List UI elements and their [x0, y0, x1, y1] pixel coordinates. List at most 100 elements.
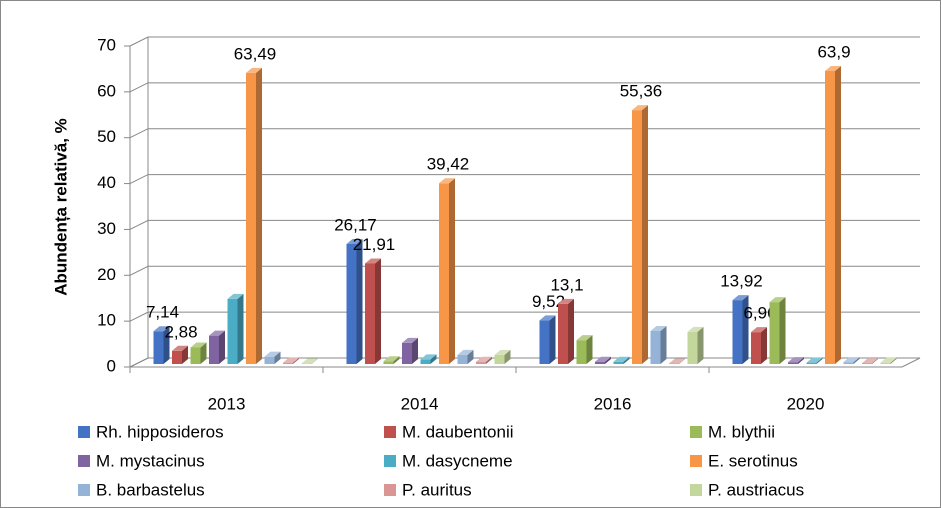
- bar-face: [283, 362, 293, 364]
- y-tick-label: 70: [97, 35, 116, 54]
- bar-face: [843, 357, 860, 363]
- bar-face: [476, 356, 492, 362]
- bar-face: [732, 300, 743, 364]
- bar: [788, 357, 804, 364]
- bar-face: [632, 110, 642, 364]
- bar-face: [843, 362, 854, 364]
- legend-label: P. auritus: [402, 480, 472, 499]
- bar-face: [549, 315, 556, 364]
- bar-face: [439, 183, 449, 364]
- bar-face: [751, 327, 767, 333]
- y-axis-title: Abundența relativă, %: [51, 118, 70, 296]
- bar-face: [153, 331, 164, 364]
- grid-line: [129, 219, 920, 230]
- bar: [595, 356, 611, 364]
- bar-face: [605, 356, 611, 364]
- bar-face: [356, 238, 363, 364]
- bar: [880, 357, 897, 364]
- data-label: 39,42: [427, 155, 470, 174]
- bar-face: [283, 357, 299, 363]
- bar-face: [383, 361, 394, 364]
- bar-face: [476, 361, 486, 364]
- bar: [732, 295, 749, 364]
- legend-label: M. blythii: [708, 422, 775, 441]
- bar: [539, 315, 556, 364]
- grid-line: [129, 82, 920, 93]
- grid-line: [129, 36, 920, 47]
- bar-face: [256, 67, 262, 364]
- legend-swatch: [690, 455, 702, 467]
- grid-line: [129, 174, 920, 185]
- bar-face: [595, 356, 611, 362]
- data-label: 26,17: [334, 215, 377, 234]
- bar-face: [586, 335, 593, 364]
- data-label: 13,92: [720, 272, 763, 291]
- bar-face: [798, 357, 804, 364]
- bar: [190, 342, 207, 364]
- bar-face: [642, 105, 648, 364]
- bar-face: [595, 361, 605, 364]
- bar-face: [237, 293, 244, 364]
- bar-face: [504, 349, 511, 364]
- bar-face: [209, 330, 225, 336]
- bar-face: [467, 349, 474, 364]
- legend-label: P. austriacus: [708, 480, 804, 499]
- bar-face: [346, 238, 363, 244]
- bar-face: [816, 357, 823, 364]
- bar: [650, 325, 667, 364]
- data-label: 6,96: [743, 304, 776, 323]
- bar-face: [835, 65, 841, 365]
- legend-swatch: [384, 426, 396, 438]
- bar: [825, 65, 841, 365]
- y-tick-label: 30: [97, 219, 116, 238]
- y-tick-label: 20: [97, 265, 116, 284]
- bar-face: [687, 331, 698, 364]
- bar: [346, 238, 363, 364]
- bar: [843, 357, 860, 364]
- bar-face: [494, 354, 505, 364]
- bar-face: [365, 258, 381, 264]
- bar-face: [264, 351, 281, 357]
- bar-face: [697, 326, 704, 364]
- legend-swatch: [78, 484, 90, 496]
- bar-face: [825, 65, 841, 71]
- bar-face: [457, 354, 468, 364]
- y-tick-label: 40: [97, 173, 116, 192]
- bar-face: [182, 345, 188, 364]
- bar: [769, 297, 786, 364]
- data-label: 9,52: [532, 292, 565, 311]
- bar: [632, 105, 648, 364]
- bar-face: [751, 332, 761, 364]
- bar: [687, 326, 704, 364]
- bar-face: [788, 362, 798, 364]
- y-tick-label: 60: [97, 81, 116, 100]
- grid-line: [129, 311, 920, 322]
- bar-face: [558, 303, 568, 364]
- bar-face: [227, 298, 238, 364]
- bar-face: [862, 358, 878, 364]
- bar: [172, 345, 188, 364]
- x-tick-label: 2013: [208, 394, 246, 413]
- bar-face: [679, 358, 685, 364]
- data-label: 2,88: [164, 322, 197, 341]
- bar: [476, 356, 492, 364]
- bar-face: [402, 337, 418, 343]
- bar-face: [219, 330, 225, 364]
- grid-line: [129, 128, 920, 139]
- bar-face: [227, 293, 244, 299]
- bar-face: [862, 363, 872, 364]
- bar-face: [806, 362, 817, 364]
- bar: [402, 337, 418, 364]
- x-tick-label: 2014: [401, 394, 439, 413]
- bar-face: [293, 357, 299, 364]
- bar-face: [872, 358, 878, 364]
- bar-face: [825, 70, 835, 365]
- bar-face: [393, 356, 400, 364]
- bar-face: [613, 361, 624, 364]
- x-tick-label: 2016: [594, 394, 632, 413]
- bar-face: [568, 298, 574, 364]
- data-label: 7,14: [146, 303, 179, 322]
- bar: [264, 351, 281, 364]
- bar: [246, 67, 262, 364]
